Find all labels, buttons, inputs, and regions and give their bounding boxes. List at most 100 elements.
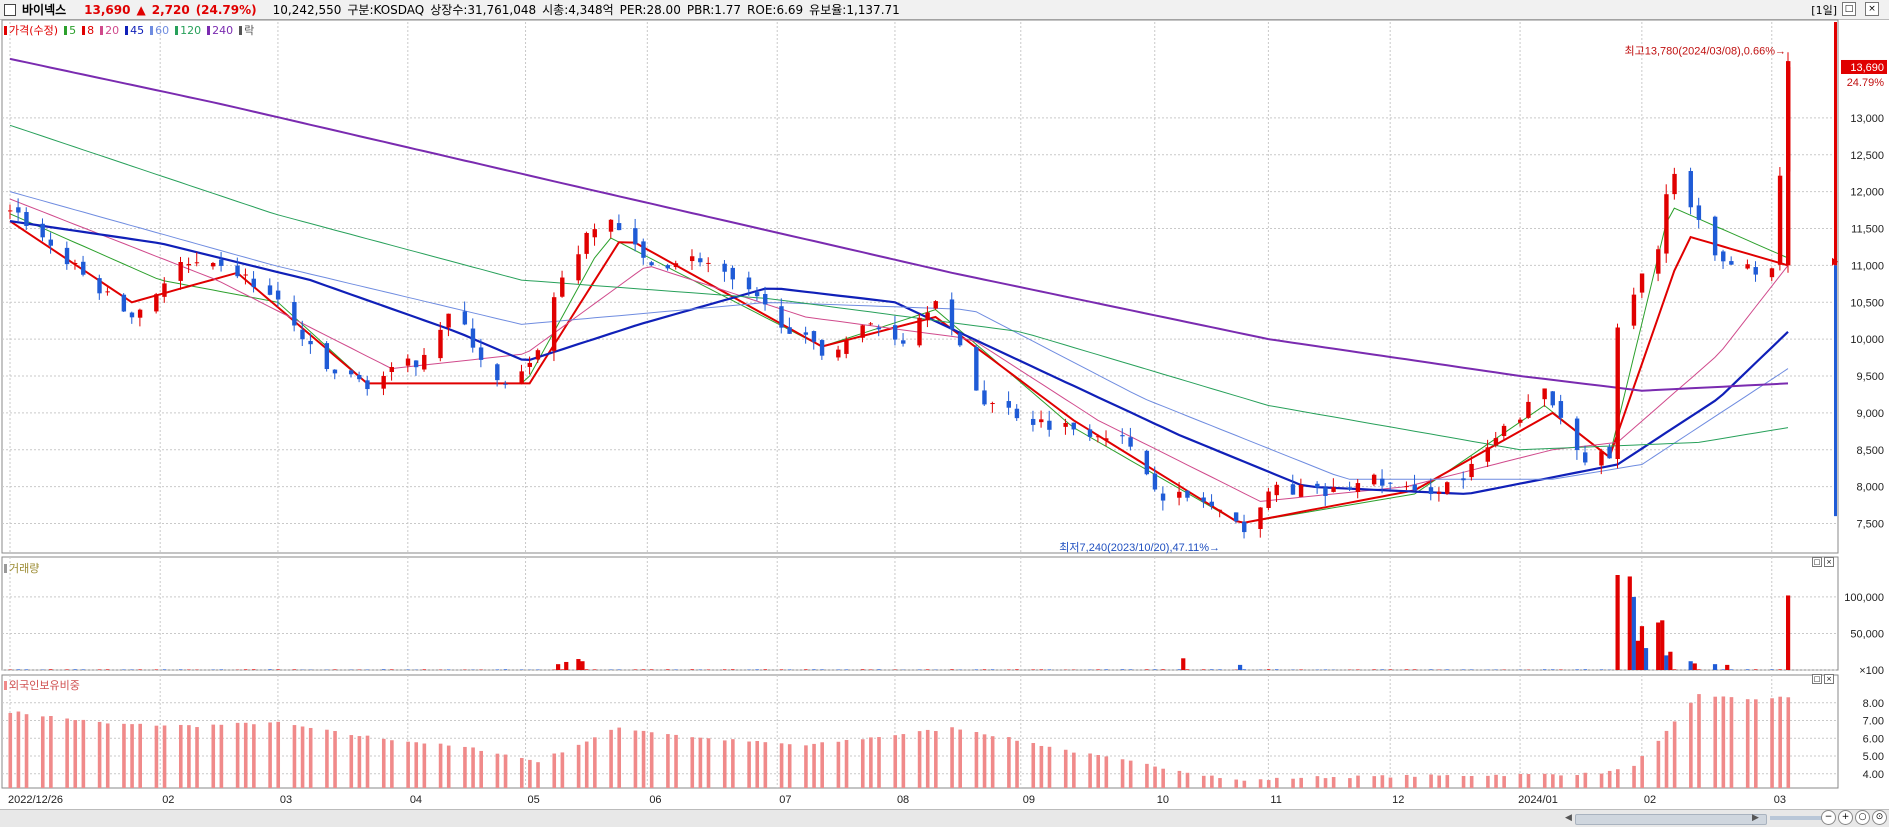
- foreign-bar: [1316, 776, 1320, 788]
- foreign-bar: [325, 730, 329, 788]
- foreign-bar: [1153, 767, 1157, 788]
- foreign-bar: [804, 745, 808, 788]
- legend-ma-label: 5: [69, 24, 76, 37]
- zoom-reset-icon[interactable]: ⊙: [1872, 810, 1887, 825]
- volume-bar: [138, 669, 141, 670]
- x-tick-label: 03: [1774, 794, 1786, 806]
- legend-ma-label: 45: [130, 24, 144, 37]
- maximize-icon[interactable]: □: [1812, 557, 1822, 567]
- candle-body: [495, 364, 499, 380]
- candle-body: [162, 283, 166, 296]
- stock-chart[interactable]: 7,5008,0008,5009,0009,50010,00010,50011,…: [0, 0, 1889, 809]
- volume-bar: [244, 669, 247, 670]
- foreign-bar: [1575, 775, 1579, 788]
- candle-body: [1607, 447, 1611, 458]
- volume-bar: [650, 669, 653, 670]
- candle-body: [925, 312, 929, 320]
- foreign-bar: [187, 725, 191, 788]
- volume-bar: [1640, 626, 1644, 670]
- volume-bar: [1210, 669, 1213, 670]
- foreign-bar: [634, 731, 638, 788]
- foreign-bar: [755, 741, 759, 788]
- foreign-bar: [520, 758, 524, 788]
- candle-body: [1315, 484, 1319, 488]
- volume-bar: [1754, 669, 1757, 670]
- candle-body: [81, 262, 85, 275]
- foreign-bar: [301, 726, 305, 788]
- foreign-bar: [17, 712, 21, 788]
- foreign-bar: [236, 723, 240, 788]
- price-tick-label: 10,000: [1850, 334, 1884, 346]
- candle-body: [950, 299, 954, 329]
- zoom-in-icon[interactable]: +: [1838, 810, 1853, 825]
- horizontal-scrollbar[interactable]: [1575, 814, 1767, 825]
- legend-ma-45[interactable]: 45: [125, 24, 144, 37]
- candle-body: [471, 329, 475, 348]
- legend-ma-60[interactable]: 60: [150, 24, 169, 37]
- price-tick-label: 12,000: [1850, 187, 1884, 199]
- price-legend: 가격(수정) 5 8 20 45 60 120 240 락: [4, 22, 260, 38]
- foreign-bar: [268, 722, 272, 788]
- zoom-out-icon[interactable]: −: [1821, 810, 1836, 825]
- candle-body: [49, 240, 53, 246]
- foreign-bar: [220, 725, 224, 788]
- candle-body: [8, 210, 12, 211]
- candle-body: [1388, 483, 1392, 484]
- legend-ma-8[interactable]: 8: [82, 24, 94, 37]
- legend-ma-label: 60: [155, 24, 169, 37]
- foreign-legend[interactable]: 외국인보유비중: [4, 677, 86, 693]
- candle-body: [1632, 295, 1636, 326]
- foreign-bar: [1161, 769, 1165, 788]
- volume-bar: [585, 669, 588, 670]
- x-tick-label: 2022/12/26: [8, 794, 63, 806]
- candle-body: [122, 295, 126, 312]
- legend-ma-120[interactable]: 120: [175, 24, 201, 37]
- candle-body: [1721, 251, 1725, 261]
- volume-bar: [1713, 664, 1717, 670]
- foreign-bar: [991, 736, 995, 788]
- scroll-right-icon[interactable]: ▶: [1752, 813, 1759, 823]
- close-icon[interactable]: ×: [1824, 674, 1834, 684]
- foreign-bar: [195, 727, 199, 788]
- x-tick-label: 12: [1392, 794, 1404, 806]
- candle-body: [1542, 388, 1546, 399]
- foreign-bar: [49, 716, 53, 788]
- zoom-controls: − + ○ ⊙: [1821, 810, 1887, 825]
- legend-ma-20[interactable]: 20: [100, 24, 119, 37]
- foreign-bar: [244, 723, 248, 788]
- close-icon[interactable]: ×: [1824, 557, 1834, 567]
- candle-body: [252, 279, 256, 287]
- candle-body: [755, 292, 759, 296]
- maximize-icon[interactable]: □: [1812, 674, 1822, 684]
- foreign-bar: [293, 725, 297, 788]
- legend-ma-5[interactable]: 5: [64, 24, 76, 37]
- volume-bar: [1697, 669, 1700, 670]
- volume-bar: [1161, 669, 1164, 670]
- legend-rak[interactable]: 락: [239, 22, 254, 38]
- last-percent-label: 24.79%: [1847, 77, 1885, 89]
- volume-bar: [1689, 661, 1693, 670]
- volume-bar: [1628, 576, 1632, 670]
- foreign-bar: [1730, 697, 1734, 788]
- candle-body: [528, 363, 532, 367]
- volume-legend[interactable]: 거래량: [4, 560, 45, 576]
- price-tick-label: 11,000: [1851, 260, 1884, 272]
- foreign-pane-buttons: □×: [1812, 674, 1834, 684]
- zoom-fit-icon[interactable]: ○: [1855, 810, 1870, 825]
- volume-bar: [975, 669, 978, 670]
- legend-price[interactable]: 가격(수정): [4, 22, 58, 38]
- foreign-bar: [1040, 746, 1044, 788]
- foreign-bar: [958, 730, 962, 788]
- volume-bar: [1616, 575, 1620, 670]
- x-tick-label: 08: [897, 794, 909, 806]
- candle-body: [1039, 419, 1043, 422]
- foreign-bar: [1689, 703, 1693, 788]
- legend-ma-240[interactable]: 240: [207, 24, 233, 37]
- foreign-bar: [163, 726, 167, 788]
- scroll-left-icon[interactable]: ◀: [1565, 813, 1572, 823]
- chart-background: [0, 20, 1889, 809]
- foreign-bar: [9, 713, 13, 788]
- candle-body: [1729, 261, 1733, 265]
- candle-body: [1689, 171, 1693, 207]
- candle-body: [1331, 487, 1335, 492]
